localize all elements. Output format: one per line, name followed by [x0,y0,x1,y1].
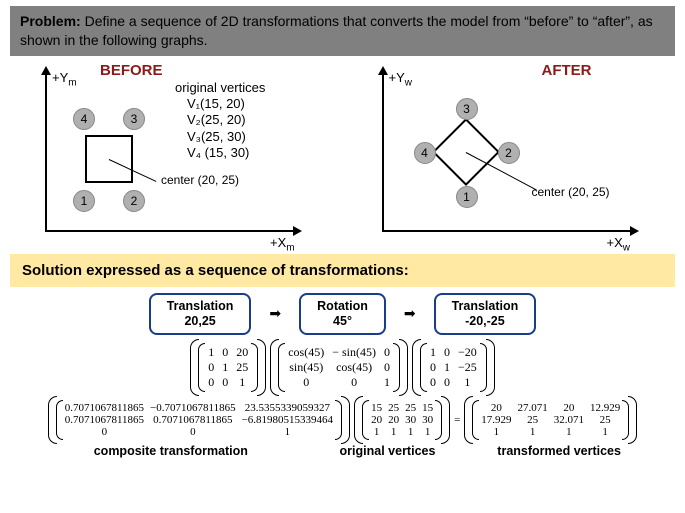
outer-paren: cos(45)− sin(45)0sin(45)cos(45)0001 [270,341,408,394]
after-figure: AFTER +Yw +Xw 1 2 3 4 center (20, 25) [347,60,676,250]
matrix-product-row: 10200125001 cos(45)− sin(45)0sin(45)cos(… [0,341,685,394]
x-axis-label: +Xm [270,235,295,254]
vertex-list-header: original vertices [175,80,265,96]
step-rotation: Rotation 45° [299,293,386,335]
vertex-badge-4: 4 [414,142,436,164]
matrix-labels: composite transformation original vertic… [0,444,685,458]
step-translation-2: Translation -20,-25 [434,293,537,335]
vertex-badge-3: 3 [456,98,478,120]
matrix-t1: 10200125001 [198,343,258,392]
v1: V₁(15, 20) [175,96,265,112]
matrix-transformed-vertices: 2027.0712012.92917.9292532.071251111 [472,400,629,440]
vertex-badge-4: 4 [73,108,95,130]
center-label: center (20, 25) [161,173,239,187]
y-arrow-icon [41,66,51,75]
outer-paren: 0.7071067811865−0.707106781186523.535533… [48,398,350,442]
vertex-badge-2: 2 [498,142,520,164]
vertex-list: original vertices V₁(15, 20) V₂(25, 20) … [175,80,265,161]
outer-paren: 2027.0712012.92917.9292532.071251111 [464,398,637,442]
outer-paren: 15252515202030301111 [354,398,450,442]
v2: V₂(25, 20) [175,112,265,128]
x-axis-label: +Xw [607,235,631,254]
matrix-t2: 10−2001−25001 [420,343,487,392]
v4: V₄ (15, 30) [175,145,265,161]
vertex-badge-1: 1 [73,190,95,212]
y-arrow-icon [378,66,388,75]
y-axis-label: +Yw [389,70,413,89]
y-axis-label: +Ym [52,70,77,89]
problem-text: Define a sequence of 2D transformations … [20,13,653,48]
solution-header: Solution expressed as a sequence of tran… [10,254,675,287]
label-transformed: transformed vertices [474,444,644,458]
x-arrow-icon [630,226,639,236]
v3: V₃(25, 30) [175,129,265,145]
step-translation-1: Translation 20,25 [149,293,252,335]
after-title: AFTER [542,62,592,79]
label-original: original vertices [322,444,452,458]
vertex-badge-2: 2 [123,190,145,212]
center-label: center (20, 25) [532,185,610,199]
before-figure: BEFORE +Ym +Xm 1 2 3 4 center (20, 25) o… [10,60,339,250]
figures-row: BEFORE +Ym +Xm 1 2 3 4 center (20, 25) o… [0,60,685,250]
vertex-badge-1: 1 [456,186,478,208]
arrow-icon: ➡ [404,305,416,322]
problem-header: Problem: Define a sequence of 2D transfo… [10,6,675,56]
matrix-rotation: cos(45)− sin(45)0sin(45)cos(45)0001 [278,343,400,392]
problem-label: Problem: [20,13,81,29]
y-axis [382,72,384,232]
y-axis [45,72,47,232]
steps-row: Translation 20,25 ➡ Rotation 45° ➡ Trans… [0,293,685,335]
vertex-badge-3: 3 [123,108,145,130]
matrix-original-vertices: 15252515202030301111 [362,400,442,440]
before-title: BEFORE [100,62,163,79]
x-axis [45,230,295,232]
outer-paren: 10−2001−25001 [412,341,495,394]
result-row: 0.7071067811865−0.707106781186523.535533… [0,398,685,442]
matrix-composite: 0.7071067811865−0.707106781186523.535533… [56,400,342,440]
x-axis [382,230,632,232]
equals-sign: = [454,414,460,426]
label-composite: composite transformation [41,444,301,458]
outer-paren: 10200125001 [190,341,266,394]
arrow-icon: ➡ [269,305,281,322]
